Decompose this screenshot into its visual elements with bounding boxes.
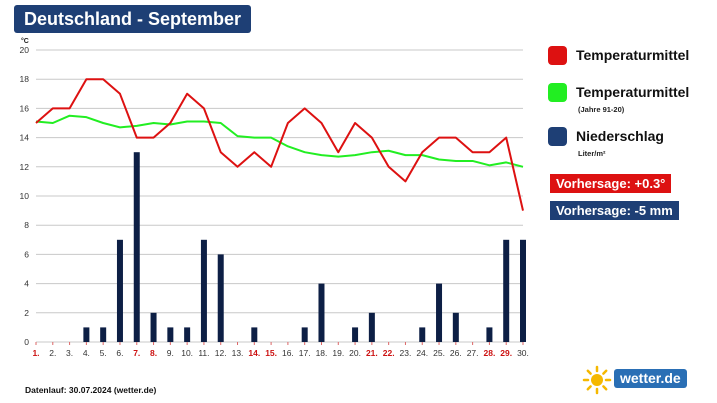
y-tick-label: 2	[24, 308, 29, 318]
x-tick-label: 17.	[299, 348, 311, 358]
x-tick-label: 20.	[349, 348, 361, 358]
x-tick-label: 11.	[198, 348, 209, 358]
wetter-logo: wetter.de	[582, 365, 687, 400]
x-tick-label: 7.	[133, 348, 140, 358]
precipitation-bar	[486, 327, 493, 342]
x-tick-label: 15.	[265, 348, 277, 358]
precipitation-bar	[150, 312, 157, 342]
x-tick-label: 26.	[450, 348, 462, 358]
x-tick-label: 12.	[215, 348, 227, 358]
precipitation-bar	[419, 327, 426, 342]
y-tick-label: 0	[24, 337, 29, 347]
x-tick-label: 5.	[100, 348, 107, 358]
legend-sub-normal-temperature: (Jahre 91-20)	[578, 105, 625, 114]
precipitation-bar	[520, 239, 526, 342]
precipitation-bar	[251, 327, 258, 342]
x-tick-label: 24.	[416, 348, 428, 358]
y-tick-label: 18	[20, 74, 30, 84]
x-tick-label: 14.	[248, 348, 260, 358]
x-tick-label: 25.	[433, 348, 445, 358]
legend-label-precipitation: Niederschlag	[576, 128, 664, 144]
y-tick-label: 10	[20, 191, 30, 201]
data-run-footnote: Datenlauf: 30.07.2024 (wetter.de)	[25, 385, 157, 395]
x-tick-label: 18.	[316, 348, 328, 358]
precipitation-bar	[83, 327, 90, 342]
y-tick-label: 8	[24, 220, 29, 230]
y-axis-unit: °C	[21, 38, 29, 45]
legend-sub-precipitation: Liter/m²	[578, 149, 606, 158]
x-tick-label: 30.	[517, 348, 529, 358]
precipitation-bar	[436, 283, 443, 342]
precipitation-bar	[368, 312, 375, 342]
precipitation-bar	[352, 327, 359, 342]
legend-swatch-precipitation	[548, 127, 567, 146]
precipitation-bar	[200, 239, 207, 342]
chart-title: Deutschland - September	[14, 5, 252, 33]
x-tick-label: 23.	[400, 348, 412, 358]
x-tick-label: 21.	[366, 348, 378, 358]
legend-label-temperature: Temperaturmittel	[576, 47, 690, 63]
precipitation-bar	[217, 254, 224, 342]
x-tick-label: 6.	[116, 348, 123, 358]
precipitation-bar	[167, 327, 174, 342]
normal-temperature-line	[35, 114, 524, 168]
forecast-temperature-badge: Vorhersage: +0.3°	[550, 174, 672, 193]
precipitation-bar	[318, 283, 325, 342]
precipitation-bar	[184, 327, 191, 342]
x-tick-label: 19.	[332, 348, 344, 358]
x-tick-label: 22.	[383, 348, 395, 358]
x-tick-label: 28.	[483, 348, 495, 358]
x-tick-label: 13.	[232, 348, 244, 358]
legend-swatch-temperature	[548, 46, 567, 65]
x-tick-label: 16.	[282, 348, 294, 358]
y-tick-label: 16	[20, 103, 30, 113]
precipitation-bar	[100, 327, 107, 342]
x-tick-label: 27.	[467, 348, 479, 358]
legend-swatch-normal-temperature	[548, 83, 567, 102]
y-tick-label: 12	[20, 162, 30, 172]
precipitation-bar	[301, 327, 308, 342]
precipitation-bar	[503, 239, 510, 342]
sun-icon	[582, 365, 612, 395]
x-tick-label: 1.	[32, 348, 39, 358]
x-tick-label: 3.	[66, 348, 73, 358]
y-tick-label: 20	[20, 45, 30, 55]
forecast-precipitation-badge: Vorhersage: -5 mm	[550, 201, 679, 220]
legend-label-normal-temperature: Temperaturmittel	[576, 84, 690, 100]
logo-text: wetter.de	[614, 369, 687, 388]
x-tick-label: 4.	[83, 348, 90, 358]
x-tick-label: 2.	[49, 348, 56, 358]
x-tick-label: 10.	[181, 348, 193, 358]
precipitation-bar	[116, 239, 123, 342]
y-tick-label: 6	[24, 249, 29, 259]
y-tick-label: 4	[24, 279, 29, 289]
x-tick-label: 8.	[150, 348, 157, 358]
x-tick-label: 29.	[500, 348, 512, 358]
temperature-line	[35, 78, 524, 211]
y-tick-label: 14	[20, 133, 30, 143]
precipitation-bar	[133, 152, 140, 342]
precipitation-bar	[452, 312, 459, 342]
x-tick-label: 9.	[167, 348, 174, 358]
